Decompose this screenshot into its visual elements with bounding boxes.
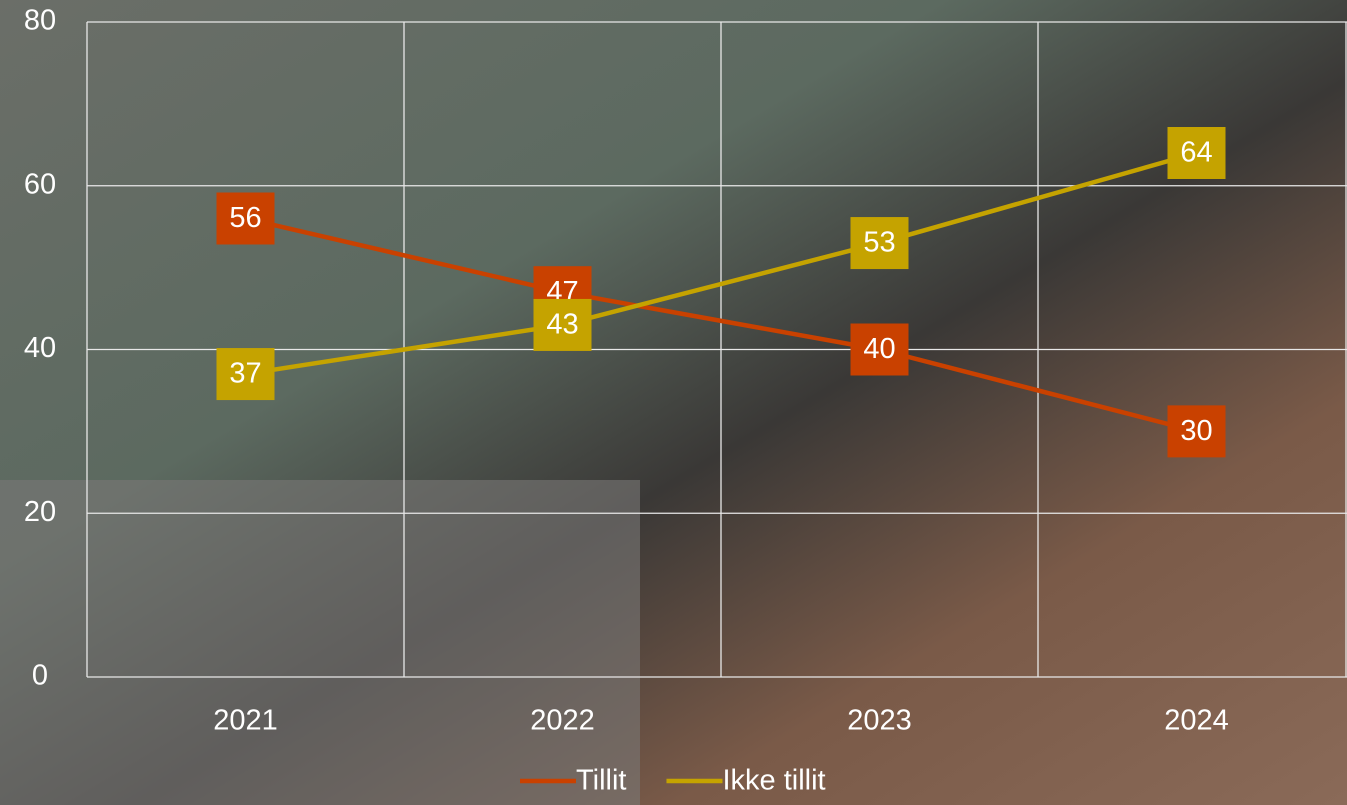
data-label: 64	[1180, 137, 1212, 169]
x-tick-label: 2022	[530, 705, 595, 737]
background-shade	[0, 480, 640, 805]
y-tick-label: 0	[32, 660, 48, 692]
data-label: 30	[1180, 415, 1212, 447]
data-label: 56	[229, 202, 261, 234]
data-label-box	[1167, 127, 1226, 179]
y-tick-label: 20	[24, 496, 56, 528]
legend-label: Tillit	[576, 765, 626, 797]
data-label-box	[533, 298, 592, 351]
data-label-box	[216, 192, 275, 245]
y-tick-label: 60	[24, 168, 56, 200]
series-line	[245, 150, 1198, 377]
data-label-box	[850, 217, 909, 270]
series-line	[244, 216, 1198, 434]
data-label: 53	[863, 227, 895, 259]
data-label-box	[216, 348, 275, 401]
x-tick-label: 2021	[213, 705, 278, 737]
y-tick-label: 40	[24, 332, 56, 364]
legend-label: Ikke tillit	[722, 765, 825, 797]
x-tick-label: 2024	[1164, 705, 1229, 737]
data-label: 40	[863, 333, 895, 365]
data-label: 43	[546, 309, 578, 341]
data-label-box	[850, 323, 909, 376]
y-tick-label: 80	[24, 5, 56, 37]
data-label-box	[1167, 405, 1226, 458]
data-label: 37	[229, 358, 261, 390]
x-tick-label: 2023	[847, 705, 912, 737]
